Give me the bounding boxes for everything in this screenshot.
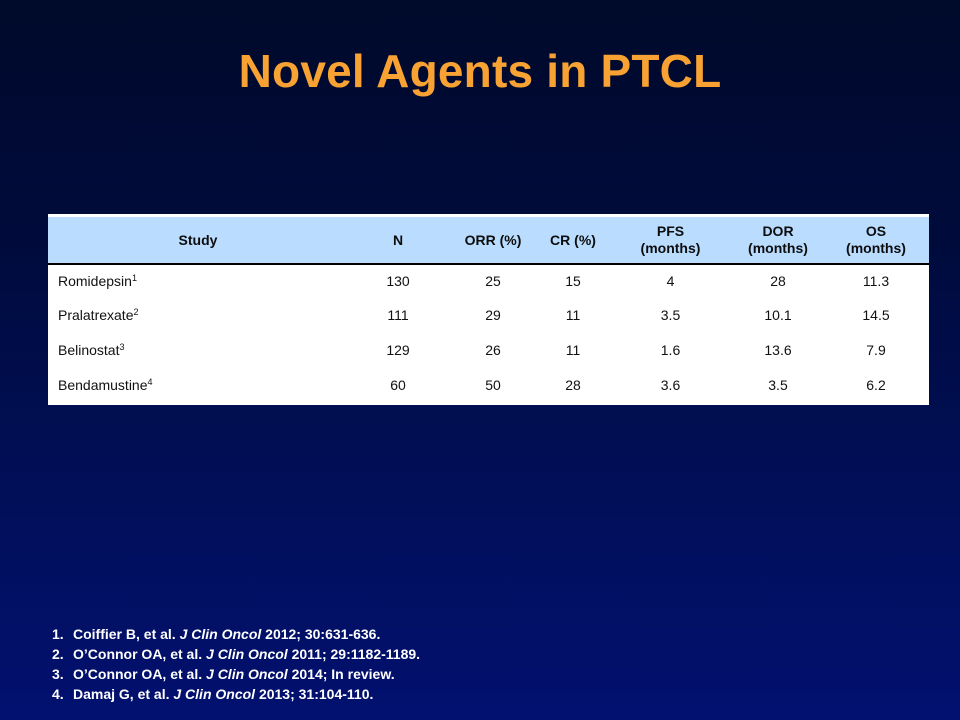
reference-item: 3. O’Connor OA, et al. J Clin Oncol 2014;… [52, 664, 420, 684]
reference-list: 1. Coiffier B, et al. J Clin Oncol 2012; … [52, 624, 420, 704]
reference-details: 2013; 31:104-110. [258, 686, 374, 702]
header-cr: CR (%) [550, 231, 596, 248]
reference-item: 1. Coiffier B, et al. J Clin Oncol 2012; … [52, 624, 420, 644]
reference-journal: J Clin Oncol [206, 646, 288, 662]
header-os-line2: (months) [846, 240, 906, 256]
slide-title: Novel Agents in PTCL [238, 45, 722, 97]
cell-os: 11.3 [862, 273, 890, 289]
cell-os: 6.2 [866, 376, 886, 393]
reference-journal: J Clin Oncol [173, 686, 256, 702]
reference-authors: Damaj G, et al. [73, 686, 170, 702]
cell-pfs: 1.6 [660, 341, 681, 358]
reference-item: 4. Damaj G, et al. J Clin Oncol 2013; 31:… [52, 684, 420, 704]
header-orr: ORR (%) [464, 231, 522, 248]
header-n: N [392, 231, 404, 248]
cell-study: Belinostat3 [48, 332, 348, 367]
study-name: Pralatrexate [58, 306, 134, 323]
cell-n: 130 [386, 273, 410, 289]
header-pfs: PFS (months) [608, 216, 733, 265]
reference-number: 3. [52, 666, 64, 682]
cell-study: Bendamustine4 [48, 367, 348, 404]
cell-pfs: 3.5 [660, 306, 681, 323]
reference-authors: O’Connor OA, et al. [73, 646, 203, 662]
header-os: OS (months) [823, 216, 929, 265]
cell-cr: 11 [565, 341, 581, 358]
cell-n: 129 [386, 341, 410, 358]
cell-n: 60 [390, 376, 406, 393]
reference-number: 1. [52, 626, 64, 642]
reference-journal: J Clin Oncol [179, 626, 262, 642]
reference-superscript: 1 [131, 273, 137, 283]
reference-journal: J Clin Oncol [206, 666, 288, 682]
cell-orr: 26 [485, 341, 501, 358]
table-row: Bendamustine4 60 50 28 3.6 3.5 6.2 [48, 367, 929, 404]
study-name: Belinostat [58, 341, 120, 358]
header-dor-line2: (months) [748, 240, 808, 256]
table-row: Belinostat3 129 26 11 1.6 13.6 7.9 [48, 332, 929, 367]
reference-details: 2014; In review. [291, 666, 395, 682]
study-name: Romidepsin [58, 273, 132, 289]
header-pfs-line1: PFS [656, 223, 685, 239]
table-header-row: Study N ORR (%) CR (%) PFS (months) DOR … [48, 215, 929, 265]
table-row: Romidepsin1 130 25 15 4 28 11.3 [48, 264, 929, 297]
cell-study: Romidepsin1 [48, 264, 348, 297]
results-table: Study N ORR (%) CR (%) PFS (months) DOR … [48, 214, 929, 405]
header-os-line1: OS [865, 223, 887, 239]
cell-dor: 13.6 [764, 341, 792, 358]
cell-pfs: 4 [666, 273, 675, 289]
cell-os: 14.5 [862, 306, 890, 323]
header-pfs-line2: (months) [640, 240, 701, 256]
cell-cr: 11 [565, 306, 581, 323]
cell-cr: 28 [565, 376, 581, 393]
study-name: Bendamustine [58, 376, 148, 393]
reference-item: 2. O’Connor OA, et al. J Clin Oncol 2011;… [52, 644, 420, 664]
cell-n: 111 [387, 306, 409, 323]
cell-study: Pralatrexate2 [48, 297, 348, 332]
reference-superscript: 2 [133, 306, 139, 317]
reference-superscript: 3 [119, 341, 125, 352]
reference-details: 2012; 30:631-636. [265, 626, 381, 642]
reference-details: 2011; 29:1182-1189. [291, 646, 421, 662]
cell-pfs: 3.6 [660, 376, 681, 393]
reference-superscript: 4 [147, 376, 153, 387]
cell-orr: 29 [485, 306, 501, 323]
reference-number: 2. [52, 646, 64, 662]
cell-dor: 3.5 [768, 376, 788, 393]
reference-number: 4. [52, 686, 64, 702]
cell-cr: 15 [565, 273, 581, 289]
cell-orr: 50 [485, 376, 501, 393]
header-study: Study [178, 231, 218, 248]
header-dor-line1: DOR [762, 223, 794, 239]
reference-authors: O’Connor OA, et al. [73, 666, 203, 682]
cell-os: 7.9 [866, 341, 886, 358]
cell-orr: 25 [485, 273, 501, 289]
cell-dor: 28 [770, 273, 786, 289]
cell-dor: 10.1 [764, 306, 792, 323]
table-row: Pralatrexate2 111 29 11 3.5 10.1 14.5 [48, 297, 929, 332]
header-dor: DOR (months) [733, 216, 823, 265]
reference-authors: Coiffier B, et al. [73, 626, 176, 642]
results-table-container: Study N ORR (%) CR (%) PFS (months) DOR … [48, 214, 929, 405]
